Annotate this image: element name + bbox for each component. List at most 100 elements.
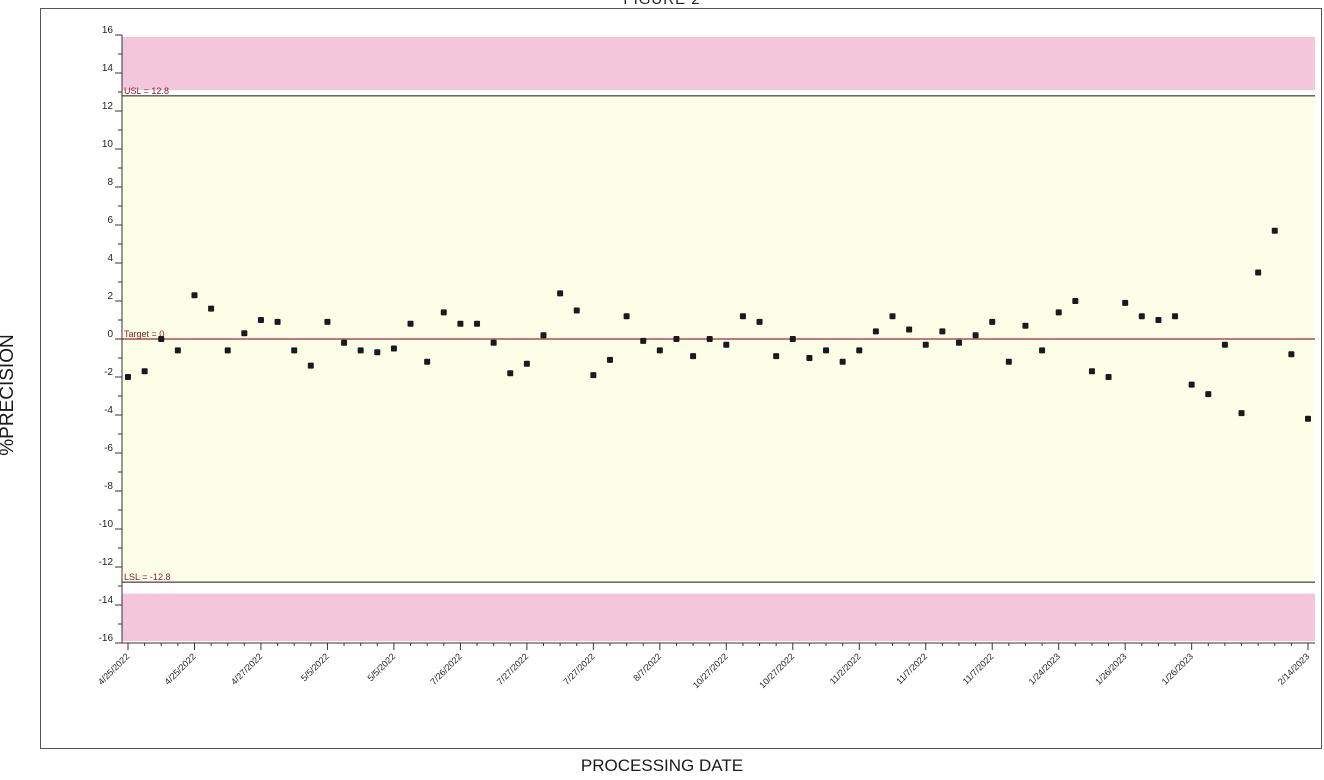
data-point <box>1072 298 1079 304</box>
x-tick-label: 10/27/2022 <box>757 651 796 690</box>
data-point <box>490 339 497 346</box>
data-point <box>872 328 879 335</box>
data-point <box>474 320 481 327</box>
lower-out-of-spec-zone <box>122 593 1315 642</box>
data-point <box>1122 299 1129 306</box>
data-point <box>224 347 231 354</box>
data-point <box>972 332 979 339</box>
data-point <box>723 341 730 348</box>
data-point <box>939 328 946 335</box>
data-point <box>773 353 780 360</box>
data-point <box>1221 341 1228 348</box>
data-point <box>889 313 896 320</box>
data-point <box>125 374 131 380</box>
y-tick-label: 2 <box>107 291 113 302</box>
data-point <box>557 290 564 297</box>
data-point <box>291 347 298 354</box>
data-point <box>656 347 663 354</box>
data-point <box>590 372 597 379</box>
data-point <box>208 305 215 312</box>
y-tick-label: 0 <box>107 329 113 340</box>
y-tick-label: 12 <box>102 101 114 112</box>
y-tick-label: -4 <box>104 405 113 416</box>
y-tick-label: 10 <box>102 139 114 150</box>
data-points <box>125 227 1311 422</box>
y-tick-label: 14 <box>102 63 114 74</box>
y-tick-label: 6 <box>107 215 113 226</box>
y-tick-label: 8 <box>107 177 113 188</box>
x-tick-label: 11/7/2022 <box>961 651 996 686</box>
data-point <box>374 349 381 356</box>
y-tick-label: -2 <box>104 367 113 378</box>
data-point <box>640 337 647 344</box>
data-point <box>1238 410 1245 417</box>
y-tick-label: -12 <box>99 557 114 568</box>
reference-line-label: USL = 12.8 <box>124 86 169 96</box>
data-point <box>1138 313 1145 320</box>
x-tick-label: 10/27/2022 <box>691 651 730 690</box>
x-tick-label: 5/5/2022 <box>365 651 397 683</box>
data-point <box>141 368 148 375</box>
x-tick-label: 2/14/2023 <box>1276 651 1311 686</box>
data-point <box>573 307 580 314</box>
data-point <box>1255 269 1262 276</box>
y-tick-label: 4 <box>107 253 113 264</box>
data-point <box>706 336 713 342</box>
data-point <box>540 332 547 339</box>
data-point <box>806 355 813 361</box>
x-tick-label: 11/7/2022 <box>894 651 929 686</box>
y-tick-label: -6 <box>104 443 113 454</box>
data-point <box>523 360 530 367</box>
data-point <box>1105 374 1112 380</box>
data-point <box>839 358 846 365</box>
data-point <box>257 317 264 323</box>
upper-out-of-spec-zone <box>122 36 1315 91</box>
x-tick-label: 4/27/2022 <box>229 651 264 686</box>
data-point <box>739 313 746 320</box>
y-tick-label: 16 <box>102 25 114 36</box>
x-tick-label: 7/27/2022 <box>561 651 596 686</box>
data-point <box>424 358 431 365</box>
data-point <box>341 339 348 346</box>
x-axis-label: PROCESSING DATE <box>580 756 744 775</box>
data-point <box>1172 313 1179 320</box>
chart-frame <box>40 8 1322 749</box>
x-tick-label: 7/27/2022 <box>495 651 530 686</box>
data-point <box>922 341 929 348</box>
data-point <box>823 347 830 354</box>
data-point <box>856 347 863 354</box>
data-point <box>1305 415 1311 422</box>
data-point <box>191 292 198 299</box>
data-point <box>241 330 248 337</box>
reference-lines: USL = 12.8 Target = 0 LSL = -12.8 <box>122 86 1315 583</box>
y-tick-label: -10 <box>99 519 114 530</box>
y-tick-label: -8 <box>104 481 113 492</box>
data-point <box>673 336 680 342</box>
data-point <box>158 336 165 342</box>
axes: 16 14 12 10 8 6 4 2 0 -2 -4 -6 -8 -10 -12 -14 -16 <box>99 25 1315 650</box>
x-tick-label: 1/26/2023 <box>1093 651 1128 686</box>
data-point <box>390 345 397 352</box>
data-point <box>1039 347 1046 354</box>
data-point <box>1055 309 1062 316</box>
data-point <box>457 320 464 327</box>
x-tick-label: 1/26/2023 <box>1160 651 1195 686</box>
figure-title: FIGURE 2 <box>0 0 1324 8</box>
x-tick-label: 11/2/2022 <box>828 651 863 686</box>
data-point <box>507 370 514 377</box>
data-point <box>307 362 314 369</box>
x-tick-label: 1/24/2023 <box>1027 651 1062 686</box>
reference-line-label: LSL = -12.8 <box>124 572 170 582</box>
y-tick-label: -14 <box>99 595 114 606</box>
data-point <box>906 326 913 333</box>
data-point <box>989 318 996 325</box>
data-point <box>756 318 763 325</box>
data-point <box>623 313 630 320</box>
data-point <box>606 356 613 363</box>
data-point <box>789 336 796 342</box>
reference-line-label: Target = 0 <box>124 329 164 339</box>
data-point <box>274 318 281 325</box>
x-tick-label: 4/25/2022 <box>96 651 131 686</box>
data-point <box>1022 322 1029 329</box>
